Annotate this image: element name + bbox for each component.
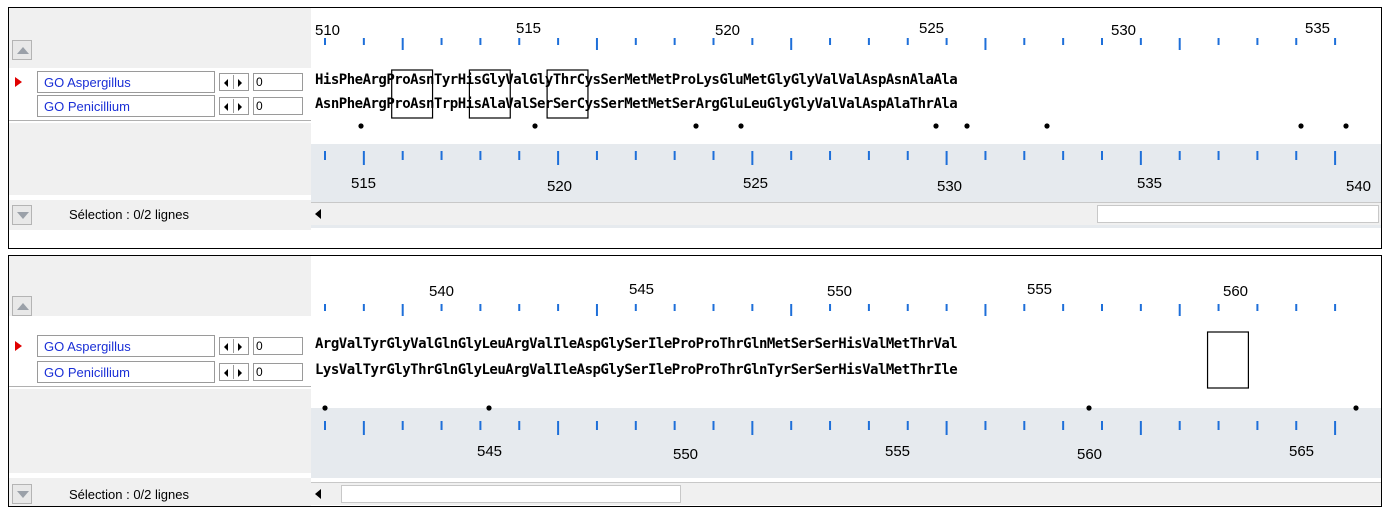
ruler-number: 535 — [1137, 175, 1162, 192]
alignment-panel-2: GO Aspergillus 0 GO Penicillium 0 Sélect… — [8, 255, 1382, 507]
ruler-number: 540 — [429, 283, 454, 300]
selection-status: Sélection : 0/2 lignes — [69, 487, 189, 502]
row-penicillium[interactable]: GO Penicillium 0 — [9, 94, 311, 118]
shift-left-icon[interactable] — [224, 79, 228, 87]
sequence-aspergillus[interactable]: ArgValTyrGlyValGlnGlyLeuArgValIleAspGlyS… — [315, 336, 958, 352]
status-bar: Sélection : 0/2 lignes — [9, 200, 311, 230]
ruler-number: 560 — [1223, 283, 1248, 300]
row-shift-arrows[interactable] — [219, 363, 249, 381]
selection-status: Sélection : 0/2 lignes — [69, 207, 189, 222]
shift-right-icon[interactable] — [238, 369, 242, 377]
ruler-number: 550 — [673, 446, 698, 463]
mismatch-dot — [1086, 405, 1092, 411]
mismatch-dot — [738, 123, 744, 129]
shift-right-icon[interactable] — [238, 79, 242, 87]
shift-left-icon[interactable] — [224, 103, 228, 111]
ruler-number: 530 — [1111, 22, 1136, 39]
ruler-number: 530 — [937, 178, 962, 195]
row-shift-arrows[interactable] — [219, 337, 249, 355]
sequence-penicillium[interactable]: AsnPheArgProAsnTrpHisAlaValSerSerCysSerM… — [315, 96, 958, 112]
mismatch-dot — [964, 123, 970, 129]
horizontal-scrollbar[interactable] — [311, 482, 1381, 505]
row-name[interactable]: GO Aspergillus — [37, 335, 215, 357]
scroll-down-button[interactable] — [12, 484, 32, 504]
horizontal-scrollbar[interactable] — [311, 202, 1381, 225]
mismatch-dot — [1298, 123, 1304, 129]
mismatch-dot — [1353, 405, 1359, 411]
ruler-number: 565 — [1289, 443, 1314, 460]
row-offset-field[interactable]: 0 — [253, 97, 303, 115]
row-name[interactable]: GO Penicillium — [37, 95, 215, 117]
ruler-number: 525 — [919, 20, 944, 37]
header-band — [9, 8, 311, 68]
ruler-number: 550 — [827, 283, 852, 300]
scroll-left-icon[interactable] — [315, 489, 321, 499]
row-shift-arrows[interactable] — [219, 97, 249, 115]
mismatch-dot — [358, 123, 364, 129]
shift-right-icon[interactable] — [238, 103, 242, 111]
footer-band — [9, 389, 311, 473]
ruler-number: 560 — [1077, 446, 1102, 463]
row-header-column: GO Aspergillus 0 GO Penicillium 0 Sélect… — [9, 256, 311, 506]
scroll-up-button[interactable] — [12, 296, 32, 316]
sequence-aspergillus[interactable]: HisPheArgProAsnTyrHisGlyValGlyThrCysSerM… — [315, 72, 958, 88]
row-offset-field[interactable]: 0 — [253, 337, 303, 355]
ruler-number: 525 — [743, 175, 768, 192]
row-offset-field[interactable]: 0 — [253, 73, 303, 91]
conserved-box — [391, 69, 434, 119]
conserved-box — [468, 69, 511, 119]
scroll-left-icon[interactable] — [315, 209, 321, 219]
ruler-number: 540 — [1346, 178, 1371, 195]
row-offset-field[interactable]: 0 — [253, 363, 303, 381]
current-row-marker-icon — [15, 341, 22, 351]
shift-left-icon[interactable] — [224, 369, 228, 377]
conserved-box — [1206, 331, 1249, 389]
shift-left-icon[interactable] — [224, 343, 228, 351]
row-header-column: GO Aspergillus 0 GO Penicillium 0 Sélect… — [9, 8, 311, 248]
footer-band — [9, 123, 311, 195]
current-row-marker-icon — [15, 77, 22, 87]
ruler-number: 555 — [885, 443, 910, 460]
mismatch-dot — [693, 123, 699, 129]
ruler-number: 555 — [1027, 281, 1052, 298]
mismatch-dot — [933, 123, 939, 129]
row-aspergillus[interactable]: GO Aspergillus 0 — [9, 334, 311, 358]
alignment-panel-1: GO Aspergillus 0 GO Penicillium 0 Sélect… — [8, 7, 1382, 249]
scroll-up-icon — [17, 47, 29, 54]
ruler-number: 515 — [351, 175, 376, 192]
mismatch-dot — [532, 123, 538, 129]
shift-right-icon[interactable] — [238, 343, 242, 351]
mismatch-dot — [1343, 123, 1349, 129]
scrollbar-thumb[interactable] — [341, 485, 681, 503]
scroll-up-button[interactable] — [12, 40, 32, 60]
scroll-down-icon — [17, 491, 29, 498]
ruler-graphics: 540 545 550 555 560 545 550 555 560 565 — [311, 281, 1381, 478]
ruler-number: 515 — [516, 20, 541, 37]
scrollbar-track-right[interactable] — [1097, 205, 1379, 223]
ruler-number: 520 — [715, 22, 740, 39]
mismatch-dot — [486, 405, 492, 411]
mismatch-dot — [322, 405, 328, 411]
conserved-box — [546, 69, 589, 119]
row-aspergillus[interactable]: GO Aspergillus 0 — [9, 70, 311, 94]
ruler-number: 545 — [629, 281, 654, 298]
header-band — [9, 256, 311, 316]
ruler-number: 535 — [1305, 20, 1330, 37]
sequence-area: 510 515 520 525 530 535 515 520 525 530 535 540 Hi… — [311, 8, 1381, 248]
status-bar: Sélection : 0/2 lignes — [9, 478, 311, 506]
mismatch-dot — [1044, 123, 1050, 129]
row-penicillium[interactable]: GO Penicillium 0 — [9, 360, 311, 384]
sequence-penicillium[interactable]: LysValTyrGlyThrGlnGlyLeuArgValIleAspGlyS… — [315, 362, 958, 378]
row-name[interactable]: GO Aspergillus — [37, 71, 215, 93]
row-name[interactable]: GO Penicillium — [37, 361, 215, 383]
row-shift-arrows[interactable] — [219, 73, 249, 91]
scroll-down-button[interactable] — [12, 205, 32, 225]
sequence-area: 540 545 550 555 560 545 550 555 560 565 ArgValTy… — [311, 256, 1381, 506]
scroll-down-icon — [17, 212, 29, 219]
ruler-number: 510 — [315, 22, 340, 39]
scroll-up-icon — [17, 303, 29, 310]
ruler-number: 520 — [547, 178, 572, 195]
ruler-number: 545 — [477, 443, 502, 460]
